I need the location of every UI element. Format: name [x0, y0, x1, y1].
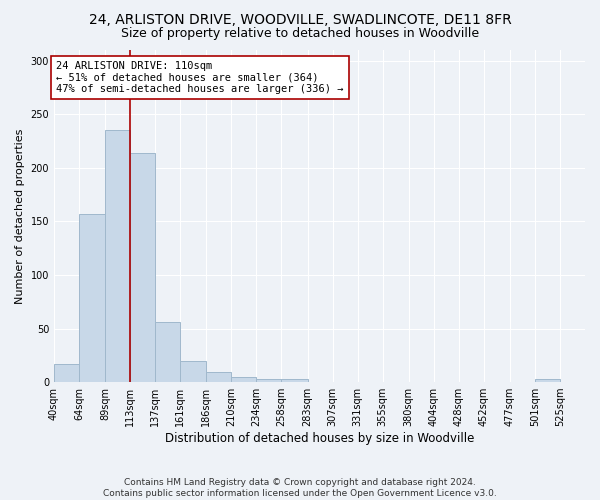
Text: 24, ARLISTON DRIVE, WOODVILLE, SWADLINCOTE, DE11 8FR: 24, ARLISTON DRIVE, WOODVILLE, SWADLINCO…	[89, 12, 511, 26]
Text: Size of property relative to detached houses in Woodville: Size of property relative to detached ho…	[121, 28, 479, 40]
Text: Contains HM Land Registry data © Crown copyright and database right 2024.
Contai: Contains HM Land Registry data © Crown c…	[103, 478, 497, 498]
Bar	[130, 153, 155, 382]
Bar	[232, 376, 256, 382]
Text: 24 ARLISTON DRIVE: 110sqm
← 51% of detached houses are smaller (364)
47% of semi: 24 ARLISTON DRIVE: 110sqm ← 51% of detac…	[56, 60, 344, 94]
Bar	[281, 379, 308, 382]
Bar	[79, 214, 105, 382]
X-axis label: Distribution of detached houses by size in Woodville: Distribution of detached houses by size …	[165, 432, 474, 445]
Bar	[155, 322, 180, 382]
Bar	[256, 379, 281, 382]
Y-axis label: Number of detached properties: Number of detached properties	[15, 128, 25, 304]
Bar	[180, 360, 206, 382]
Bar	[206, 372, 232, 382]
Bar	[105, 130, 130, 382]
Bar	[535, 379, 560, 382]
Bar	[54, 364, 79, 382]
